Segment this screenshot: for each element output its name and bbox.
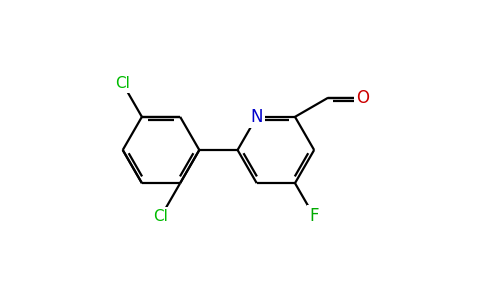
Text: N: N — [251, 108, 263, 126]
Text: O: O — [356, 89, 369, 107]
Text: Cl: Cl — [153, 209, 168, 224]
Text: F: F — [309, 207, 319, 225]
Text: Cl: Cl — [115, 76, 130, 91]
